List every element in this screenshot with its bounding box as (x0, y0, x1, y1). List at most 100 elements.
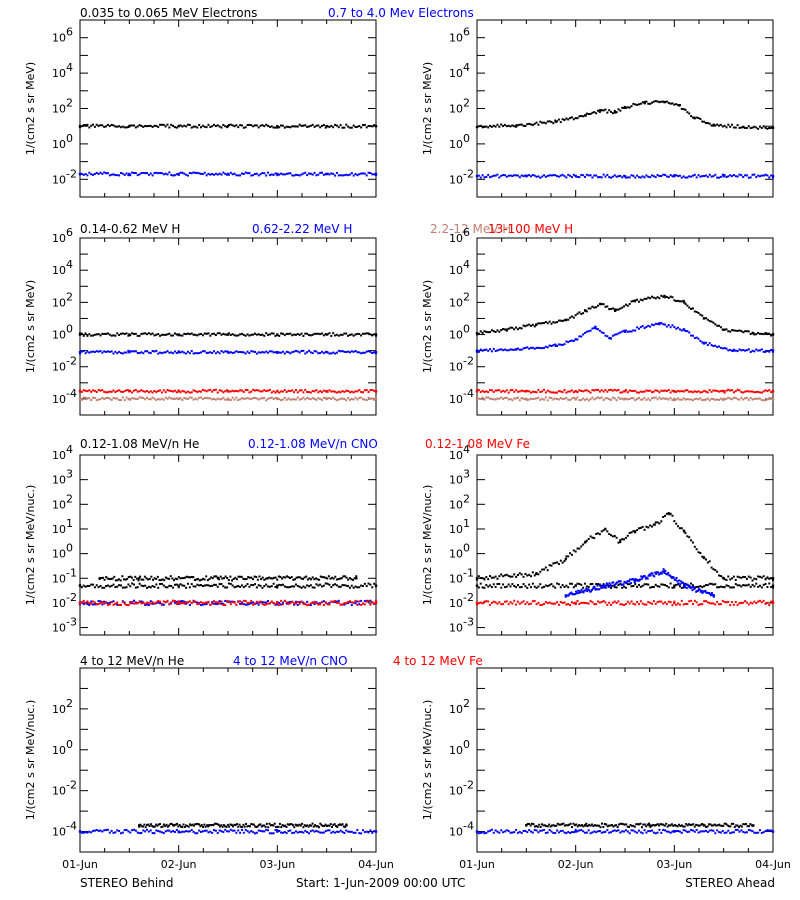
data-point (503, 600, 506, 603)
data-point (319, 171, 322, 174)
data-point (200, 584, 203, 587)
data-point (196, 398, 199, 401)
data-point (146, 586, 149, 589)
data-point (578, 311, 581, 314)
data-point (675, 174, 678, 177)
data-point (595, 306, 598, 309)
data-point (257, 351, 260, 354)
data-point (654, 176, 657, 179)
data-point (692, 586, 695, 589)
data-point (144, 172, 147, 175)
data-point (533, 122, 536, 125)
data-point (611, 389, 614, 392)
y-tick-label: 10 (449, 32, 463, 45)
data-point (240, 124, 243, 127)
data-point (653, 824, 656, 827)
data-point (770, 334, 773, 337)
y-tick-exponent: 2 (463, 697, 470, 710)
data-point (356, 586, 359, 589)
data-point (371, 334, 374, 337)
data-point (753, 585, 756, 588)
data-point (181, 398, 184, 401)
data-point (121, 125, 124, 128)
data-point (630, 829, 633, 832)
data-point (268, 602, 271, 605)
data-point (190, 126, 193, 129)
data-point (192, 830, 195, 833)
data-point (322, 831, 325, 834)
data-point (326, 829, 329, 832)
data-point (701, 175, 704, 178)
data-point (173, 350, 176, 353)
data-point (701, 555, 704, 558)
data-point (544, 600, 547, 603)
data-point (164, 172, 167, 175)
data-point (371, 388, 374, 391)
data-point (524, 398, 527, 401)
data-point (623, 830, 626, 833)
data-point (337, 824, 340, 827)
data-point (334, 831, 337, 834)
data-point (272, 332, 275, 335)
data-point (201, 602, 204, 605)
data-point (257, 398, 260, 401)
data-point (281, 577, 284, 580)
data-point (718, 831, 721, 834)
data-point (196, 583, 199, 586)
data-point (80, 586, 83, 589)
data-point (263, 396, 266, 399)
data-point (330, 352, 333, 355)
data-point (634, 603, 637, 606)
data-point (634, 531, 637, 534)
data-point (106, 584, 109, 587)
data-point (587, 330, 590, 333)
data-point (713, 823, 716, 826)
data-point (592, 825, 595, 828)
data-point (682, 603, 685, 606)
data-point (556, 321, 559, 324)
data-point (168, 577, 171, 580)
data-point (716, 600, 719, 603)
y-tick-exponent: 0 (463, 542, 470, 555)
data-point (476, 397, 478, 400)
data-point (479, 348, 482, 351)
data-point (768, 126, 771, 129)
data-point (369, 599, 372, 602)
data-point (515, 586, 518, 589)
data-point (289, 576, 292, 579)
data-point (515, 575, 518, 578)
data-point (633, 825, 636, 828)
data-point (593, 389, 596, 392)
data-point (203, 823, 206, 826)
data-point (629, 578, 632, 581)
data-point (500, 829, 503, 832)
data-point (82, 349, 85, 352)
data-point (375, 352, 377, 355)
data-point (261, 390, 264, 393)
data-point (684, 829, 687, 832)
data-point (671, 324, 674, 327)
data-point (175, 822, 178, 825)
data-point (598, 176, 601, 179)
data-point (196, 603, 199, 606)
data-point (103, 578, 106, 581)
data-point (605, 823, 608, 826)
data-point (289, 332, 292, 335)
data-point (587, 307, 590, 310)
data-point (138, 352, 141, 355)
data-point (220, 583, 223, 586)
data-point (315, 602, 318, 605)
data-point (84, 352, 87, 355)
data-point (690, 823, 693, 826)
y-tick-exponent: 2 (66, 697, 73, 710)
data-point (334, 352, 337, 355)
data-point (576, 582, 579, 585)
data-point (289, 126, 292, 129)
data-point (231, 333, 234, 336)
data-point (762, 174, 765, 177)
data-point (682, 829, 685, 832)
data-point (365, 399, 368, 402)
data-point (595, 603, 598, 606)
data-point (607, 586, 610, 589)
data-point (502, 349, 505, 352)
